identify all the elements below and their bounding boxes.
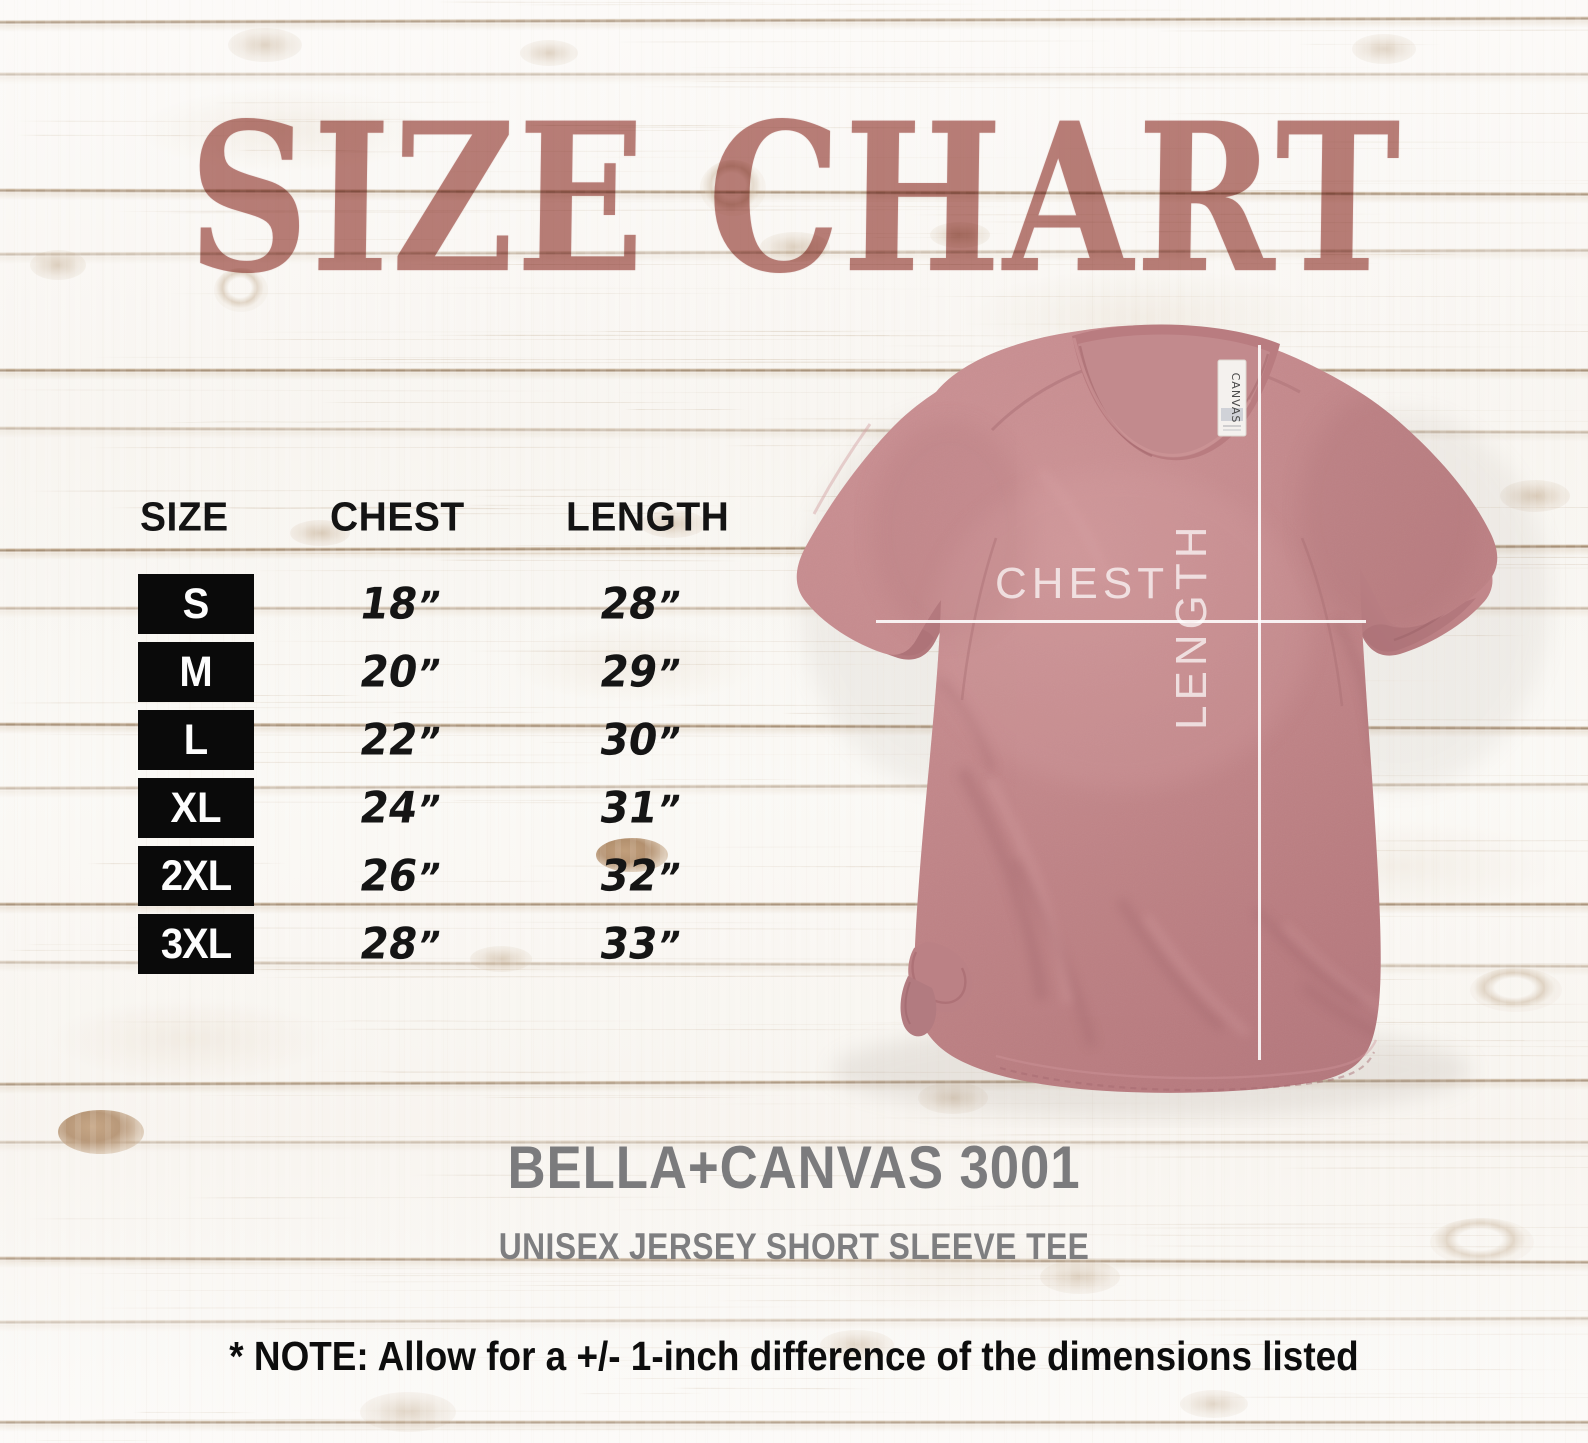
- wood-knot: [1352, 34, 1416, 64]
- wood-knot: [1470, 968, 1562, 1012]
- length-number: 32: [596, 850, 662, 902]
- plank-seam: [0, 1420, 1588, 1432]
- product-name: UNISEX JERSEY SHORT SLEEVE TEE: [498, 1226, 1090, 1267]
- length-value: 33”: [595, 914, 685, 977]
- plank-seam: [0, 72, 1588, 84]
- chest-number: 24: [356, 782, 422, 834]
- length-value: 28”: [595, 574, 685, 637]
- length-number: 28: [596, 578, 662, 630]
- size-label: XL: [170, 784, 222, 832]
- wood-knot: [228, 28, 302, 62]
- chest-value: 20”: [355, 642, 445, 705]
- table-row: L 22” 30”: [138, 710, 758, 778]
- size-label: L: [183, 716, 209, 764]
- hem-knot: [900, 942, 973, 1037]
- wood-knot: [214, 268, 268, 312]
- wood-knot: [930, 222, 990, 248]
- wood-knot: [596, 838, 668, 872]
- length-number: 33: [596, 918, 662, 970]
- tshirt-illustration: CANVAS: [796, 324, 1550, 1118]
- wood-knot: [1040, 1260, 1120, 1294]
- chest-number: 22: [356, 714, 422, 766]
- wood-knot: [820, 1330, 894, 1360]
- table-row: XL 24” 31”: [138, 778, 758, 846]
- brand-name: BELLA+CANVAS 3001: [507, 1134, 1081, 1201]
- plank-seam: [0, 368, 1588, 380]
- chest-number: 20: [356, 646, 422, 698]
- chest-value: 26”: [355, 846, 445, 909]
- wood-knot: [360, 1392, 456, 1432]
- size-label: 2XL: [160, 852, 232, 900]
- wood-knot: [700, 160, 766, 216]
- size-badge: 2XL: [138, 846, 254, 906]
- tshirt-image: CANVAS CHEST LENGTH: [700, 300, 1588, 1130]
- chest-value: 18”: [355, 574, 445, 637]
- size-table: SIZE CHEST LENGTH S 18” 28” M 20” 29” L 22” 30” X…: [138, 494, 758, 974]
- size-label: 3XL: [160, 920, 232, 968]
- plank-seam: [0, 1140, 1588, 1152]
- wood-knot: [1180, 1390, 1248, 1418]
- length-number: 31: [596, 782, 662, 834]
- length-number: 30: [596, 714, 662, 766]
- length-value: 32”: [595, 846, 685, 909]
- size-label: S: [182, 580, 210, 628]
- table-row: 3XL 28” 33”: [138, 914, 758, 982]
- size-label: M: [179, 648, 213, 696]
- wood-knot: [290, 520, 350, 546]
- chest-label: CHEST: [995, 559, 1170, 608]
- length-number: 29: [596, 646, 662, 698]
- plank-seam: [0, 902, 1588, 914]
- length-value: 30”: [595, 710, 685, 773]
- table-row: S 18” 28”: [138, 574, 758, 642]
- chest-number: 18: [356, 578, 422, 630]
- length-value: 29”: [595, 642, 685, 705]
- wood-knot: [470, 946, 532, 972]
- length-measure-line: [1258, 345, 1261, 1060]
- chest-value: 28”: [355, 914, 445, 977]
- column-header-length: LENGTH: [566, 494, 730, 541]
- column-header-size: SIZE: [140, 494, 229, 541]
- chest-number: 28: [356, 918, 422, 970]
- page-title: SIZE CHART: [186, 76, 1404, 319]
- wood-knot: [640, 510, 706, 538]
- table-header-row: SIZE CHEST LENGTH: [138, 494, 758, 546]
- plank-seam: [0, 606, 1588, 618]
- size-badge: M: [138, 642, 254, 702]
- length-label: LENGTH: [1167, 521, 1216, 730]
- size-badge: L: [138, 710, 254, 770]
- table-row: 2XL 26” 32”: [138, 846, 758, 914]
- chest-measure-line: [876, 620, 1366, 623]
- length-value: 31”: [595, 778, 685, 841]
- chest-number: 26: [356, 850, 422, 902]
- wood-knot: [1430, 1218, 1534, 1266]
- size-badge: S: [138, 574, 254, 634]
- size-badge: 3XL: [138, 914, 254, 974]
- svg-text:CANVAS: CANVAS: [1229, 373, 1242, 424]
- table-row: M 20” 29”: [138, 642, 758, 710]
- wood-knot: [760, 232, 830, 262]
- chest-value: 24”: [355, 778, 445, 841]
- wood-knot: [58, 1110, 144, 1154]
- column-header-chest: CHEST: [330, 494, 465, 541]
- neck-tag: CANVAS: [1217, 359, 1247, 437]
- measurement-note: * NOTE: Allow for a +/- 1-inch differenc…: [229, 1333, 1359, 1379]
- wood-knot: [30, 250, 86, 280]
- chest-value: 22”: [355, 710, 445, 773]
- table-body: S 18” 28” M 20” 29” L 22” 30” XL 24” 31” 2XL 26” 32” 3X…: [138, 574, 758, 982]
- size-badge: XL: [138, 778, 254, 838]
- wood-knot: [520, 40, 578, 66]
